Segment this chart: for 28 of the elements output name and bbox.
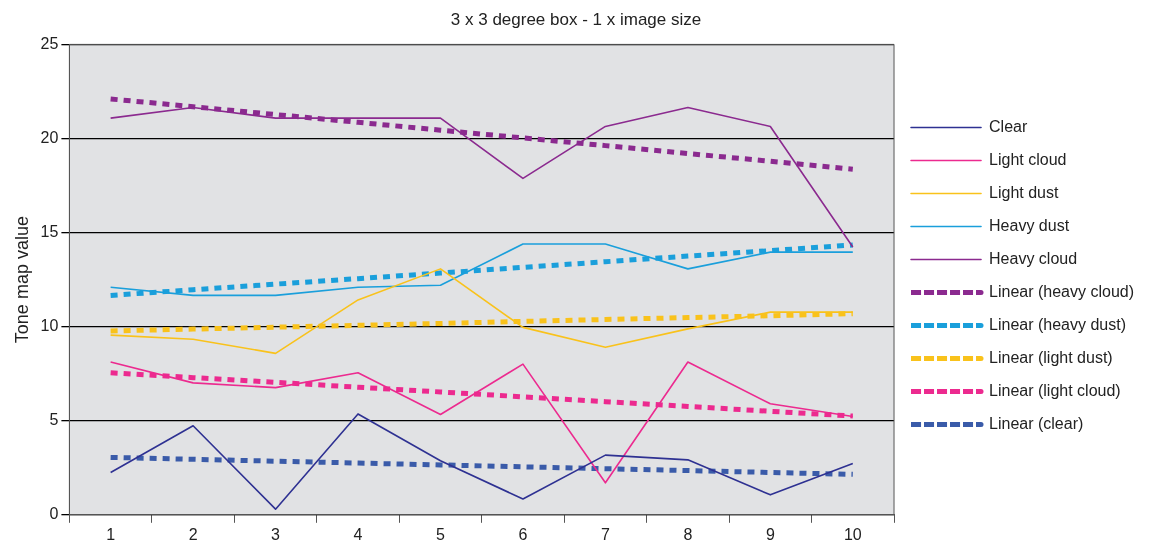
x-tick-label: 4: [353, 525, 363, 543]
y-tick-label: 20: [40, 128, 59, 146]
legend-label: Clear: [989, 117, 1028, 135]
legend-label: Linear (light dust): [989, 348, 1113, 366]
x-tick-label: 3: [271, 525, 281, 543]
x-tick-label: 6: [518, 525, 528, 543]
x-tick-label: 1: [106, 525, 116, 543]
x-tick-label: 7: [600, 525, 610, 543]
y-tick-label: 15: [40, 222, 59, 240]
legend-label: Linear (light cloud): [989, 381, 1121, 399]
legend-label: Heavy dust: [989, 216, 1070, 234]
y-tick-label: 25: [40, 34, 59, 52]
y-tick-label: 0: [49, 505, 59, 523]
chart-title: 3 x 3 degree box - 1 x image size: [450, 9, 702, 29]
legend-label: Heavy cloud: [989, 249, 1078, 267]
legend-label: Light dust: [989, 183, 1059, 201]
y-axis-title: Tone map value: [11, 216, 32, 344]
x-tick-label: 9: [765, 525, 775, 543]
legend-label: Linear (clear): [989, 414, 1084, 432]
x-tick-label: 5: [436, 525, 446, 543]
x-tick-label: 2: [188, 525, 198, 543]
x-tick-label: 8: [683, 525, 693, 543]
legend-label: Linear (heavy cloud): [989, 282, 1134, 300]
legend-label: Light cloud: [989, 150, 1067, 168]
x-tick-label: 10: [843, 525, 862, 543]
legend-label: Linear (heavy dust): [989, 315, 1126, 333]
y-tick-label: 10: [40, 317, 59, 335]
y-tick-label: 5: [49, 411, 59, 429]
